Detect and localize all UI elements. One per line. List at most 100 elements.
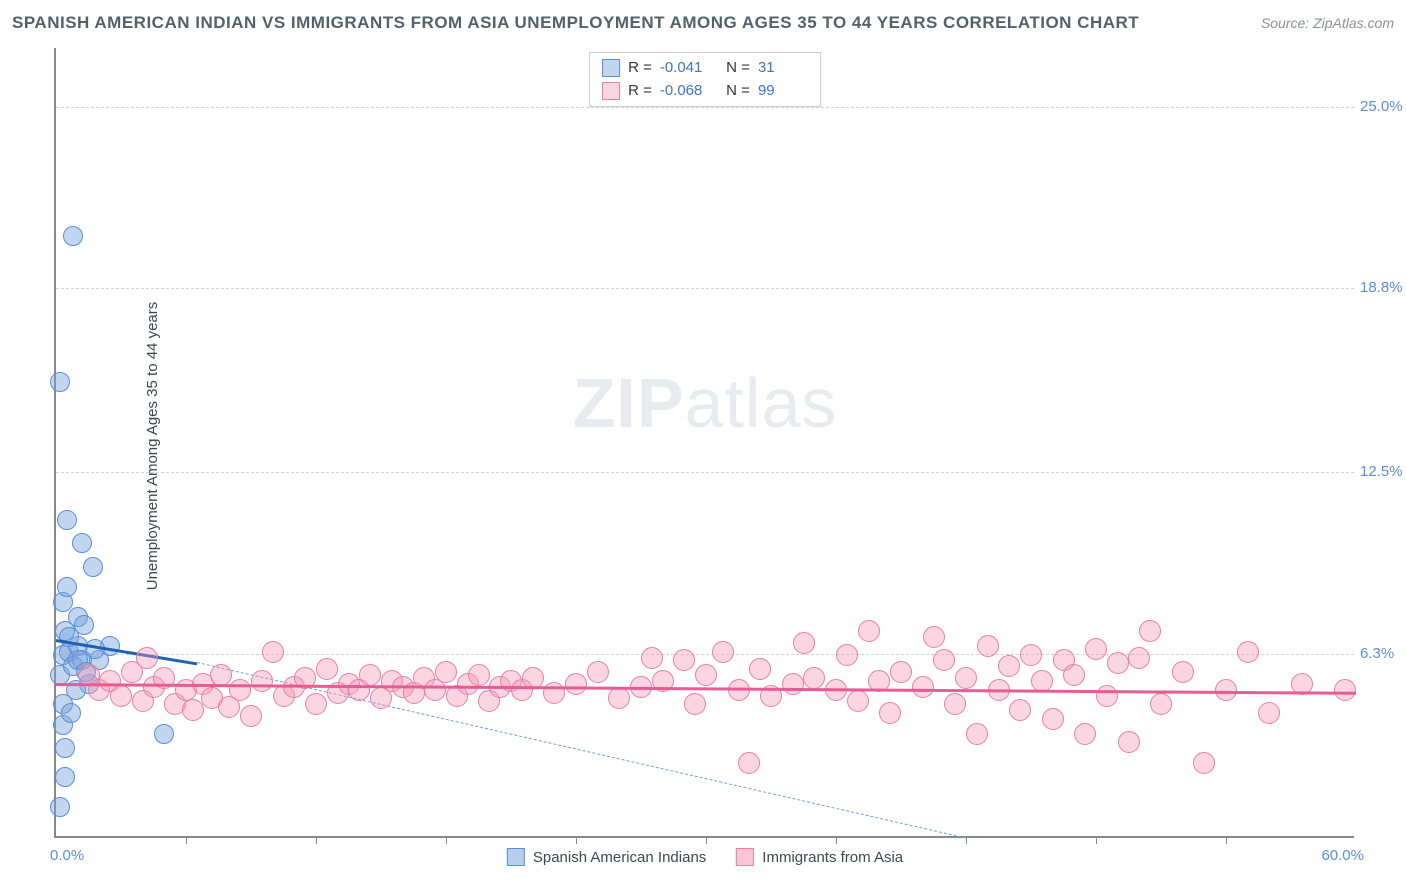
data-point — [738, 752, 760, 774]
legend-series-item: Immigrants from Asia — [736, 848, 903, 866]
data-point — [435, 661, 457, 683]
data-point — [1020, 644, 1042, 666]
data-point — [858, 620, 880, 642]
data-point — [587, 661, 609, 683]
grid-line — [56, 288, 1354, 289]
data-point — [110, 685, 132, 707]
data-point — [1096, 685, 1118, 707]
data-point — [262, 641, 284, 663]
watermark: ZIPatlas — [573, 363, 838, 443]
x-max-label: 60.0% — [1321, 847, 1364, 864]
x-tick-mark — [576, 836, 577, 844]
data-point — [229, 679, 251, 701]
data-point — [998, 655, 1020, 677]
stat-value: -0.068 — [660, 80, 710, 103]
legend-swatch — [602, 82, 620, 100]
data-point — [977, 635, 999, 657]
data-point — [673, 649, 695, 671]
chart-container: SPANISH AMERICAN INDIAN VS IMMIGRANTS FR… — [0, 0, 1406, 892]
data-point — [251, 670, 273, 692]
x-tick-mark — [446, 836, 447, 844]
data-point — [136, 647, 158, 669]
x-tick-mark — [1226, 836, 1227, 844]
data-point — [712, 641, 734, 663]
stat-label: R = — [628, 57, 652, 80]
data-point — [1258, 702, 1280, 724]
data-point — [966, 723, 988, 745]
data-point — [890, 661, 912, 683]
legend-swatch — [736, 848, 754, 866]
data-point — [782, 673, 804, 695]
legend-series-label: Spanish American Indians — [533, 849, 706, 866]
legend-series-item: Spanish American Indians — [507, 848, 706, 866]
data-point — [210, 664, 232, 686]
data-point — [684, 693, 706, 715]
data-point — [1085, 638, 1107, 660]
legend-stats-row: R = -0.068 N = 99 — [602, 80, 808, 103]
x-origin-label: 0.0% — [50, 847, 84, 864]
data-point — [749, 658, 771, 680]
legend-swatch — [507, 848, 525, 866]
data-point — [359, 664, 381, 686]
x-tick-mark — [186, 836, 187, 844]
x-tick-mark — [706, 836, 707, 844]
stat-label: N = — [718, 80, 750, 103]
data-point — [55, 767, 75, 787]
grid-line — [56, 107, 1354, 108]
grid-line — [56, 472, 1354, 473]
data-point — [1215, 679, 1237, 701]
data-point — [847, 690, 869, 712]
legend-swatch — [602, 59, 620, 77]
data-point — [468, 664, 490, 686]
data-point — [1237, 641, 1259, 663]
y-tick-label: 18.8% — [1360, 279, 1406, 296]
data-point — [63, 226, 83, 246]
source-label: Source: ZipAtlas.com — [1261, 15, 1394, 31]
data-point — [923, 626, 945, 648]
stat-label: R = — [628, 80, 652, 103]
x-tick-mark — [1096, 836, 1097, 844]
data-point — [641, 647, 663, 669]
data-point — [1009, 699, 1031, 721]
stat-value: -0.041 — [660, 57, 710, 80]
data-point — [57, 510, 77, 530]
watermark-bold: ZIP — [573, 364, 685, 442]
y-tick-label: 6.3% — [1360, 645, 1406, 662]
data-point — [182, 699, 204, 721]
data-point — [50, 372, 70, 392]
x-tick-mark — [316, 836, 317, 844]
legend-stats-row: R = -0.041 N = 31 — [602, 57, 808, 80]
data-point — [1118, 731, 1140, 753]
data-point — [1150, 693, 1172, 715]
data-point — [803, 667, 825, 689]
data-point — [836, 644, 858, 666]
data-point — [565, 673, 587, 695]
data-point — [1172, 661, 1194, 683]
data-point — [879, 702, 901, 724]
grid-line — [56, 654, 1354, 655]
data-point — [72, 533, 92, 553]
data-point — [240, 705, 262, 727]
x-tick-mark — [836, 836, 837, 844]
data-point — [50, 797, 70, 817]
data-point — [1107, 652, 1129, 674]
y-tick-label: 12.5% — [1360, 463, 1406, 480]
stat-value: 31 — [758, 57, 808, 80]
legend-series: Spanish American Indians Immigrants from … — [507, 848, 903, 866]
data-point — [912, 676, 934, 698]
data-point — [695, 664, 717, 686]
data-point — [543, 682, 565, 704]
y-tick-label: 25.0% — [1360, 98, 1406, 115]
watermark-light: atlas — [685, 364, 838, 442]
data-point — [154, 724, 174, 744]
legend-stats: R = -0.041 N = 31R = -0.068 N = 99 — [589, 52, 821, 107]
legend-series-label: Immigrants from Asia — [762, 849, 903, 866]
data-point — [1139, 620, 1161, 642]
data-point — [1042, 708, 1064, 730]
data-point — [1063, 664, 1085, 686]
data-point — [944, 693, 966, 715]
chart-title: SPANISH AMERICAN INDIAN VS IMMIGRANTS FR… — [12, 13, 1139, 33]
data-point — [83, 557, 103, 577]
data-point — [55, 738, 75, 758]
data-point — [608, 687, 630, 709]
